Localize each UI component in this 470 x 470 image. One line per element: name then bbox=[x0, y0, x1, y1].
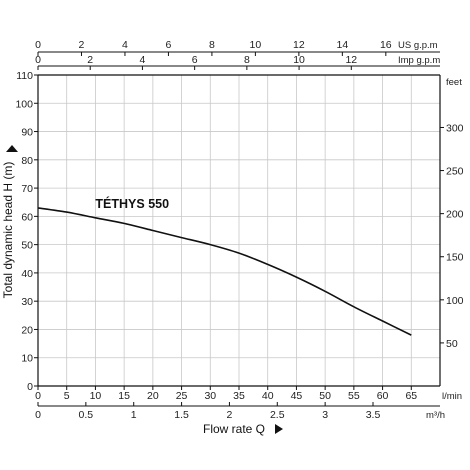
tick-label: 110 bbox=[16, 70, 33, 82]
tick-label: 0 bbox=[35, 39, 41, 51]
axis-left-head-m: 0 10 20 30 40 50 60 70 80 90 100 110 bbox=[15, 70, 38, 393]
tick-label: 1.5 bbox=[174, 409, 189, 421]
tick-label: 3 bbox=[322, 409, 328, 421]
tick-label: 6 bbox=[192, 54, 198, 66]
tick-label: 40 bbox=[262, 390, 274, 402]
tick-label: 0.5 bbox=[79, 409, 94, 421]
tick-label: 0 bbox=[35, 390, 41, 402]
tick-label: 100 bbox=[446, 295, 464, 307]
tick-label: 4 bbox=[140, 54, 146, 66]
axis-right-head-feet: 50 100 150 200 250 300 feet bbox=[440, 77, 464, 350]
series-label: TÉTHYS 550 bbox=[95, 196, 169, 211]
tick-label: 14 bbox=[337, 39, 349, 51]
tick-label: 100 bbox=[15, 98, 33, 110]
tick-label: 65 bbox=[405, 390, 417, 402]
tick-label: 40 bbox=[21, 268, 33, 280]
unit-label: l/min bbox=[442, 391, 462, 402]
tick-label: 4 bbox=[122, 39, 128, 51]
tick-label: 300 bbox=[446, 122, 464, 134]
tick-label: 150 bbox=[446, 252, 464, 264]
tick-label: 8 bbox=[244, 54, 250, 66]
tick-label: 0 bbox=[27, 381, 33, 393]
tick-label: 30 bbox=[204, 390, 216, 402]
grid bbox=[37, 74, 440, 387]
tick-label: 3.5 bbox=[366, 409, 381, 421]
series-line-tethys-550 bbox=[37, 207, 412, 336]
tick-label: 12 bbox=[345, 54, 357, 66]
tick-label: 70 bbox=[21, 183, 33, 195]
tick-label: 2.5 bbox=[270, 409, 285, 421]
tick-label: 35 bbox=[233, 390, 245, 402]
tick-label: 60 bbox=[377, 390, 389, 402]
tick-label: 10 bbox=[21, 353, 33, 365]
tick-label: 5 bbox=[64, 390, 70, 402]
tick-label: 2 bbox=[227, 409, 233, 421]
tick-label: 16 bbox=[380, 39, 392, 51]
axis-top-impgpm: 0 2 4 6 8 10 12 Imp g.p.m bbox=[35, 54, 440, 70]
tick-label: 12 bbox=[293, 39, 305, 51]
unit-label: m³/h bbox=[426, 410, 445, 421]
tick-label: 8 bbox=[209, 39, 215, 51]
tick-label: 15 bbox=[118, 390, 130, 402]
axis-bottom-lmin: 0 5 10 15 20 25 30 35 40 45 50 55 60 65 l/min bbox=[35, 386, 462, 402]
axis-bottom-m3h: 0 0.5 1 1.5 2 2.5 3 3.5 m³/h bbox=[35, 402, 445, 421]
tick-label: 200 bbox=[446, 209, 464, 221]
x-axis-title: Flow rate Q bbox=[203, 422, 265, 436]
tick-label: 6 bbox=[166, 39, 172, 51]
y-axis-title: Total dynamic head H (m) bbox=[1, 162, 15, 299]
tick-label: 20 bbox=[147, 390, 159, 402]
tick-label: 25 bbox=[176, 390, 188, 402]
unit-label: feet bbox=[446, 77, 462, 88]
x-axis-title-arrow-icon bbox=[275, 424, 283, 434]
unit-label: Imp g.p.m bbox=[398, 55, 440, 66]
tick-label: 1 bbox=[131, 409, 137, 421]
tick-label: 2 bbox=[79, 39, 85, 51]
tick-label: 90 bbox=[21, 127, 33, 139]
tick-label: 20 bbox=[21, 324, 33, 336]
tick-label: 55 bbox=[348, 390, 360, 402]
tick-label: 10 bbox=[90, 390, 102, 402]
axis-top-usgpm: 0 2 4 6 8 10 12 14 16 US g.p.m bbox=[35, 39, 438, 56]
tick-label: 30 bbox=[21, 296, 33, 308]
tick-label: 80 bbox=[21, 155, 33, 167]
tick-label: 10 bbox=[250, 39, 262, 51]
tick-label: 50 bbox=[21, 240, 33, 252]
series-layer: TÉTHYS 550 bbox=[37, 196, 412, 336]
y-axis-title-arrow-icon bbox=[6, 145, 18, 152]
unit-label: US g.p.m bbox=[398, 40, 438, 51]
tick-label: 60 bbox=[21, 211, 33, 223]
tick-label: 0 bbox=[35, 54, 41, 66]
tick-label: 250 bbox=[446, 166, 464, 178]
tick-label: 0 bbox=[35, 409, 41, 421]
tick-label: 50 bbox=[319, 390, 331, 402]
tick-label: 50 bbox=[446, 338, 458, 350]
tick-label: 2 bbox=[87, 54, 93, 66]
tick-label: 45 bbox=[291, 390, 303, 402]
tick-label: 10 bbox=[293, 54, 305, 66]
